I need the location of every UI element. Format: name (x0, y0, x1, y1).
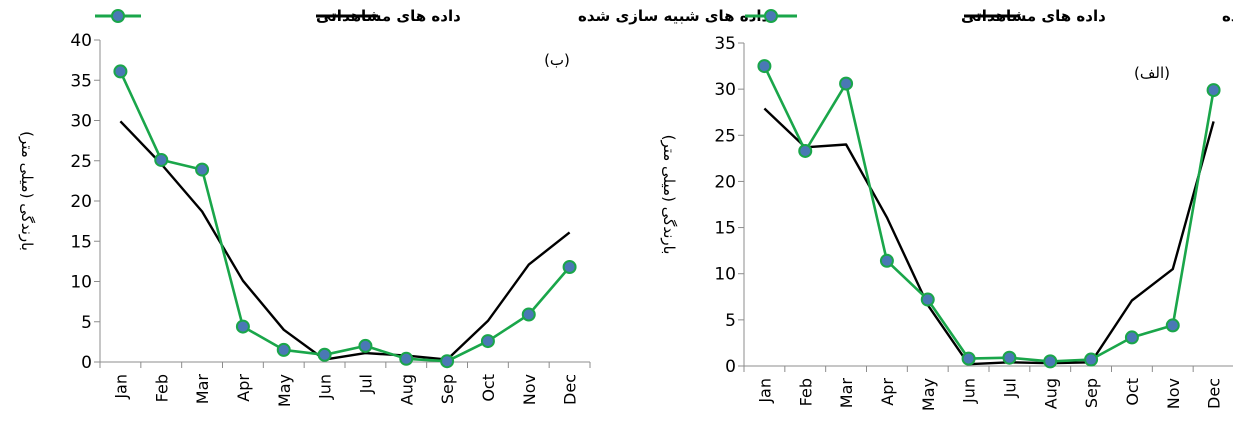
x-tick-label: Mar (193, 374, 212, 405)
y-tick-label: 25 (70, 152, 92, 172)
series-line-simulated (119, 120, 571, 361)
legend: داده های مشاهداتی داده های شبیه سازی شده (95, 7, 769, 25)
x-tick-label: Sep (1082, 378, 1101, 408)
data-point (1124, 330, 1139, 345)
data-point (521, 307, 536, 322)
legend-marker-observed (764, 9, 778, 23)
data-point (154, 152, 169, 167)
legend-label-observed: داده های مشاهداتی (316, 7, 461, 25)
x-tick-label: Apr (234, 374, 253, 402)
x-tick-label: Jul (1000, 378, 1019, 398)
x-tick-label: Feb (796, 378, 815, 406)
x-tick-label: Oct (479, 374, 498, 402)
x-tick-label: Aug (1041, 378, 1060, 409)
x-tick-label: Jun (960, 378, 979, 404)
y-tick-label: 30 (70, 112, 92, 132)
y-tick-label: 5 (725, 311, 736, 331)
data-point (480, 334, 495, 349)
data-point (879, 253, 894, 268)
data-point (399, 351, 414, 366)
data-point (920, 292, 935, 307)
legend-label-observed: داده های مشاهداتی (961, 7, 1106, 25)
data-point (235, 319, 250, 334)
y-tick-label: 15 (714, 219, 736, 239)
x-tick-label: May (275, 374, 294, 407)
data-point (276, 342, 291, 357)
x-tick-label: Mar (837, 378, 856, 409)
data-point (562, 260, 577, 275)
x-tick-label: Feb (152, 374, 171, 402)
y-axis-label: بارندگی (میلی متر) (18, 131, 36, 251)
data-point (1206, 83, 1221, 98)
x-tick-label: Dec (561, 374, 580, 405)
y-tick-label: 10 (70, 273, 92, 293)
panel-label: (ب) (544, 51, 570, 69)
x-tick-label: Nov (1164, 378, 1183, 409)
panel-label: (الف) (1134, 64, 1170, 82)
data-point (1165, 318, 1180, 333)
x-tick-label: Oct (1123, 378, 1142, 406)
data-point (440, 354, 455, 369)
y-tick-label: 10 (714, 265, 736, 285)
legend: داده های مشاهداتی داده های شبیه سازی شده (745, 7, 1233, 25)
data-point (113, 64, 128, 79)
data-point (1043, 354, 1058, 369)
x-tick-label: Jan (111, 374, 130, 400)
data-point (1002, 350, 1017, 365)
data-point (839, 76, 854, 91)
legend-label-simulated: داده های شبیه سازی شده (1222, 7, 1233, 25)
data-point (1084, 352, 1099, 367)
data-point (798, 143, 813, 158)
y-tick-label: 0 (81, 353, 92, 373)
y-tick-label: 25 (714, 126, 736, 146)
x-tick-label: Aug (397, 374, 416, 405)
data-point (757, 59, 772, 74)
data-point (317, 347, 332, 362)
data-point (961, 351, 976, 366)
y-tick-label: 35 (70, 71, 92, 91)
x-tick-label: Jul (356, 374, 375, 394)
chart-panel-2: 0 5 10 15 20 25 30 35 Jan Feb Mar Apr May Jun Jul Aug Se… (660, 7, 1233, 411)
legend-label-simulated: داده های شبیه سازی شده (578, 7, 769, 25)
x-tick-label: Jan (755, 378, 774, 404)
x-tick-label: Jun (316, 374, 335, 400)
y-tick-label: 20 (714, 172, 736, 192)
y-tick-label: 5 (81, 313, 92, 333)
y-tick-label: 20 (70, 192, 92, 212)
y-axis-label: بارندگی (میلی متر) (660, 135, 678, 255)
y-tick-label: 40 (70, 31, 92, 51)
y-tick-label: 15 (70, 232, 92, 252)
x-tick-label: Dec (1205, 378, 1224, 409)
x-tick-label: Nov (520, 374, 539, 405)
y-tick-label: 0 (725, 357, 736, 377)
y-tick-label: 35 (714, 34, 736, 54)
series-line-simulated (763, 107, 1215, 366)
data-point (358, 338, 373, 353)
series-line-observed (763, 65, 1215, 363)
x-tick-label: Apr (878, 378, 897, 406)
chart-panel-1: 0 5 10 15 20 25 30 35 40 Jan Feb Mar Apr May Jun Jul Aug… (18, 7, 769, 407)
data-point (195, 162, 210, 177)
series-line-observed (119, 70, 571, 363)
x-tick-label: May (919, 378, 938, 411)
x-tick-label: Sep (438, 374, 457, 404)
y-tick-label: 30 (714, 80, 736, 100)
legend-marker-observed (111, 9, 125, 23)
